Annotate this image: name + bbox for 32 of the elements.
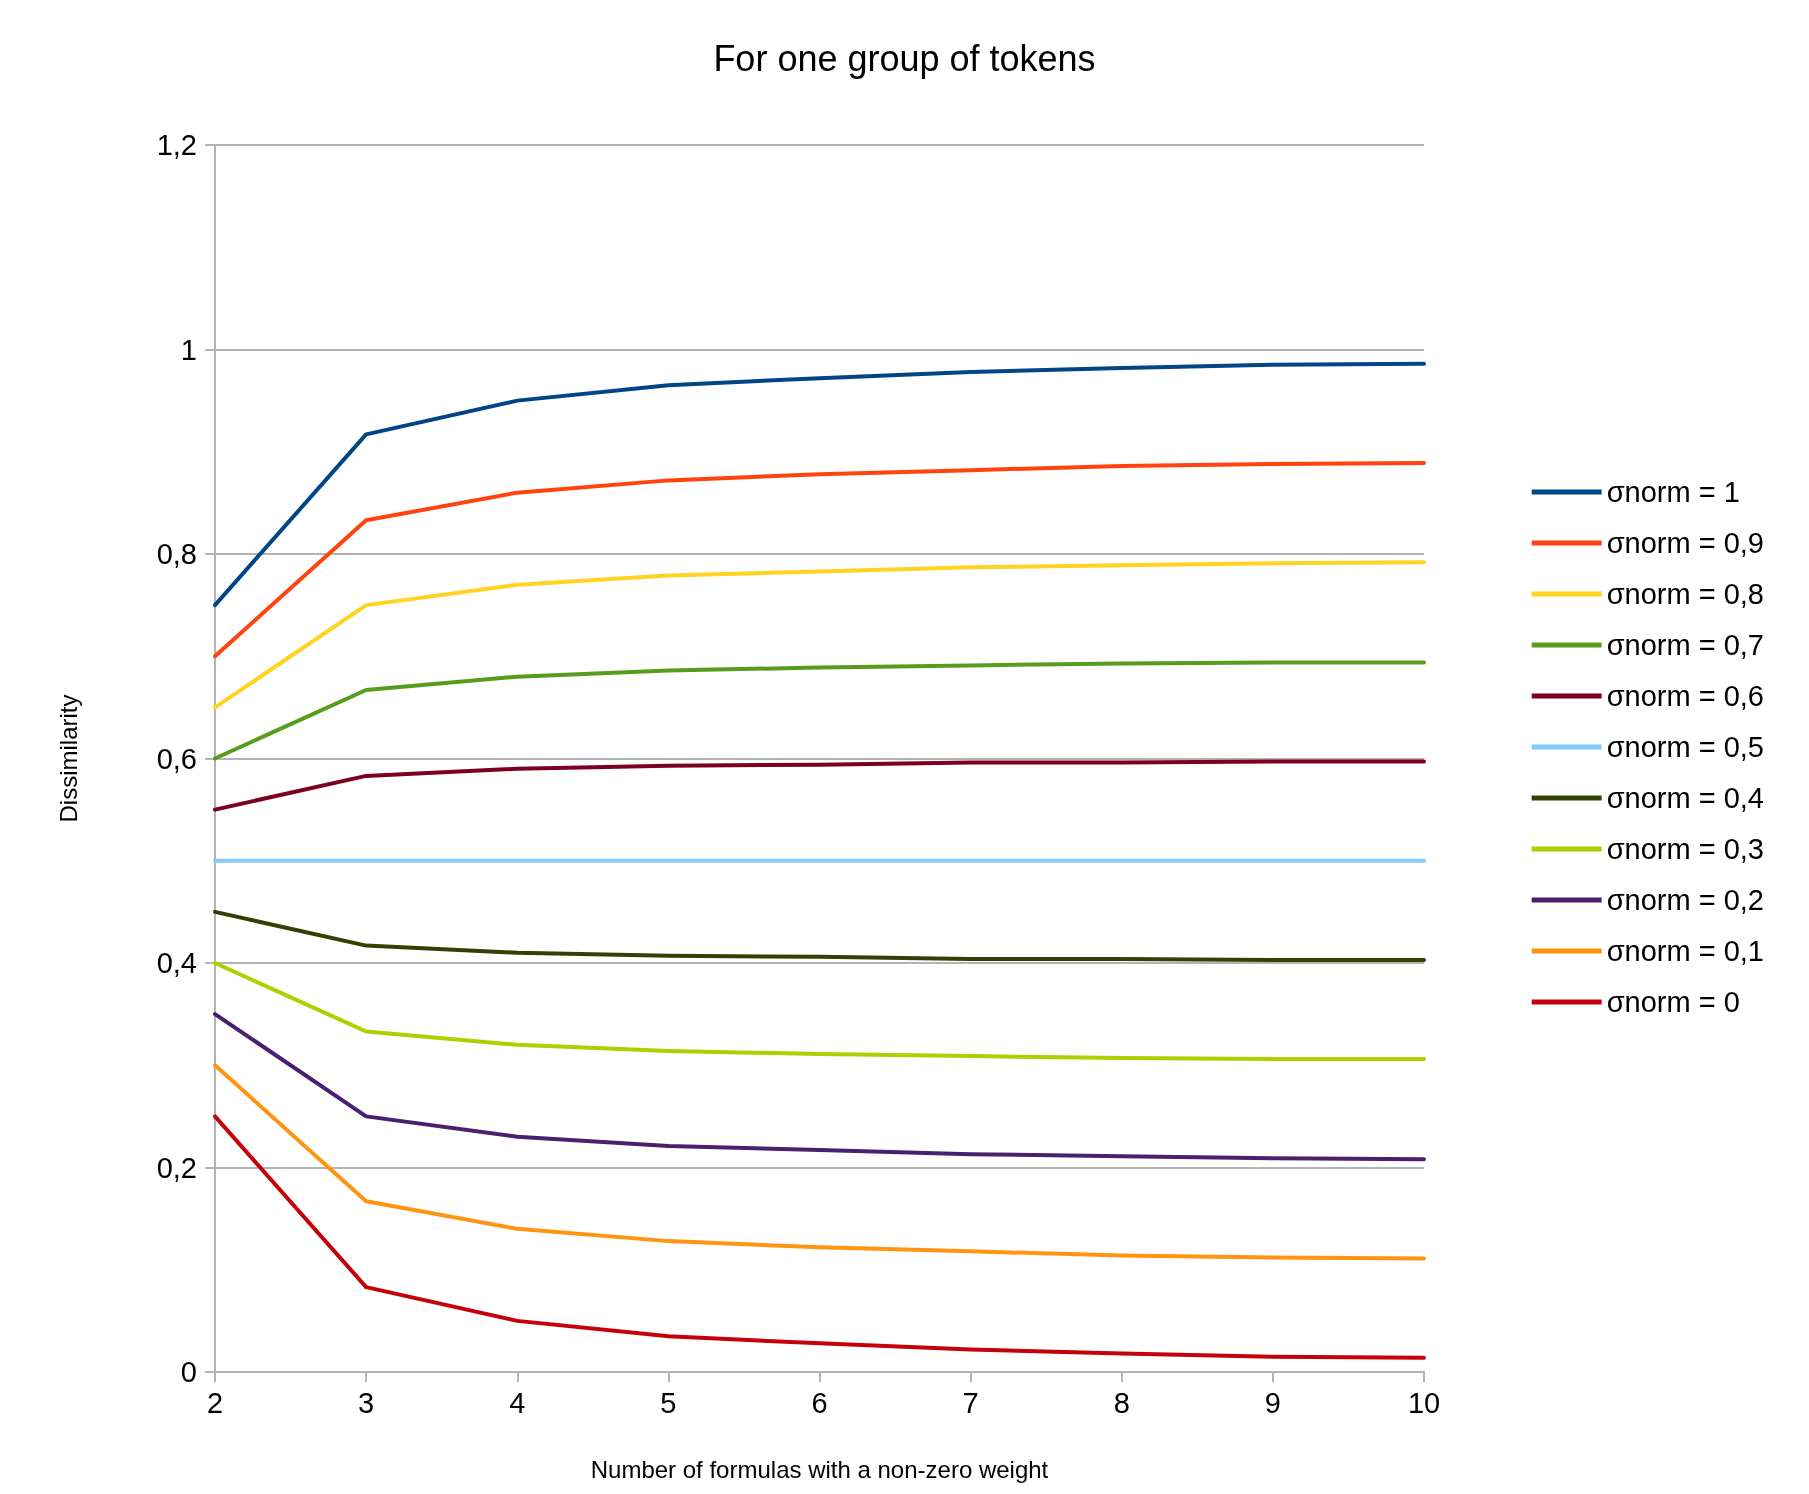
legend-label: σnorm = 0,9 xyxy=(1606,527,1765,559)
x-tick-label: 5 xyxy=(660,1386,677,1419)
legend-label: σnorm = 0,7 xyxy=(1606,629,1765,661)
legend-label: σnorm = 0,8 xyxy=(1606,578,1765,610)
y-tick-label: 0,4 xyxy=(156,947,197,979)
y-axis-title: Dissimilarity xyxy=(54,694,82,823)
x-tick-label: 2 xyxy=(206,1386,224,1419)
y-tick-label: 1,2 xyxy=(156,129,197,161)
y-tick-label: 1 xyxy=(180,333,197,366)
x-tick-label: 3 xyxy=(358,1386,375,1419)
y-tick-label: 0,8 xyxy=(156,538,197,570)
legend-label: σnorm = 0,3 xyxy=(1606,833,1765,865)
y-tick-label: 0 xyxy=(180,1356,197,1388)
legend-label: σnorm = 0,2 xyxy=(1606,884,1765,916)
x-tick-label: 9 xyxy=(1264,1386,1281,1419)
x-tick-label: 7 xyxy=(962,1386,979,1419)
legend-label: σnorm = 0,5 xyxy=(1606,731,1765,763)
x-tick-label: 8 xyxy=(1113,1386,1130,1419)
line-series xyxy=(213,560,1426,710)
y-tick-label: 0,6 xyxy=(156,742,197,775)
legend-label: σnorm = 0,4 xyxy=(1606,782,1765,814)
x-tick-label: 4 xyxy=(509,1386,526,1419)
legend-label: σnorm = 0,6 xyxy=(1606,680,1765,712)
y-tick-label: 0,2 xyxy=(156,1151,197,1184)
legend-label: σnorm = 0,1 xyxy=(1606,935,1765,967)
legend-label: σnorm = 0 xyxy=(1606,986,1740,1018)
x-tick-label: 6 xyxy=(811,1386,828,1419)
line-series xyxy=(213,1012,1426,1162)
x-tick-label: 10 xyxy=(1407,1386,1441,1419)
chart-title: For one group of tokens xyxy=(713,37,1096,79)
x-axis-title: Number of formulas with a non-zero weight xyxy=(590,1455,1049,1483)
legend-label: σnorm = 1 xyxy=(1606,476,1740,508)
